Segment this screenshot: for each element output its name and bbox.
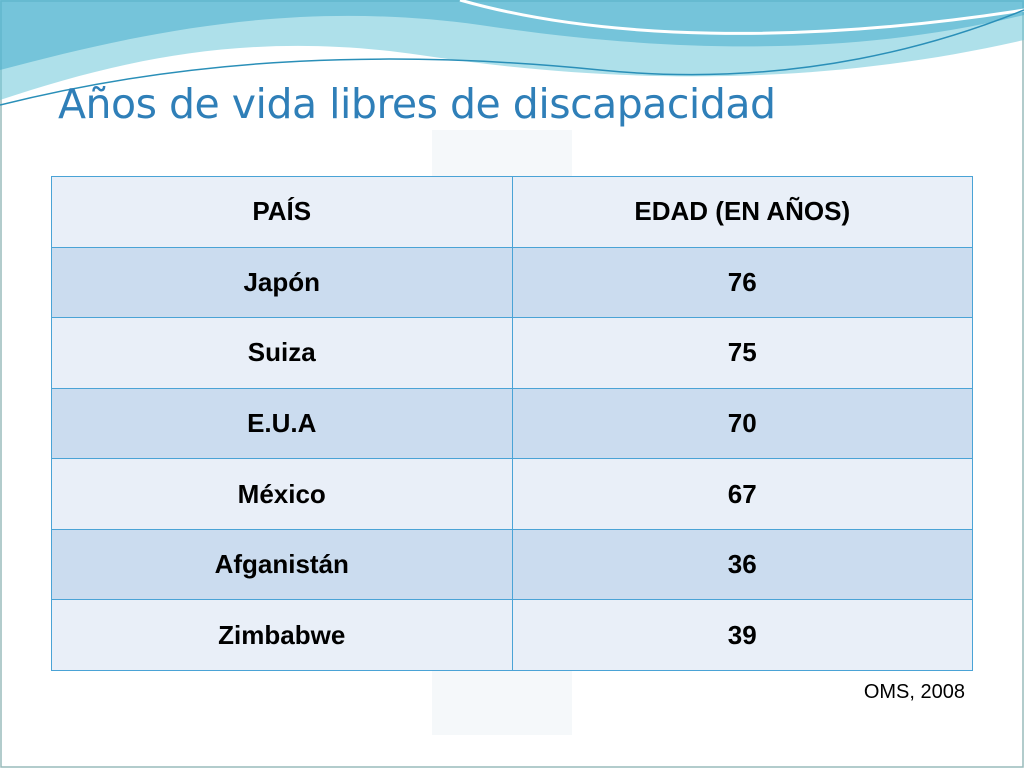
table-cell: Zimbabwe	[51, 599, 513, 671]
table-cell: México	[51, 458, 513, 530]
table-cell: 75	[511, 317, 973, 389]
table-cell: Afganistán	[51, 528, 513, 601]
header-cell: PAÍS	[51, 176, 513, 248]
slide-title: Años de vida libres de discapacidad	[58, 80, 776, 128]
table-row: Suiza 75	[51, 317, 973, 389]
wave	[0, 0, 1024, 70]
table-row: Japón 76	[51, 246, 973, 319]
table-cell: 36	[511, 528, 973, 601]
table-cell: 67	[511, 458, 973, 530]
header-cell: EDAD (EN AÑOS)	[511, 176, 973, 248]
table-cell: Suiza	[51, 317, 513, 389]
header-row: PAÍS EDAD (EN AÑOS)	[51, 176, 973, 248]
table-row: Zimbabwe 39	[51, 599, 973, 671]
data-table: PAÍS EDAD (EN AÑOS) Japón 76 Suiza 75 E.U.A 70 M…	[51, 176, 973, 671]
table-row: Afganistán 36	[51, 528, 973, 601]
table-cell: 39	[511, 599, 973, 671]
table-row: E.U.A 70	[51, 387, 973, 460]
table-cell: E.U.A	[51, 387, 513, 460]
table-row: México 67	[51, 458, 973, 530]
source-note: OMS, 2008	[863, 681, 965, 703]
table-cell: 70	[511, 387, 973, 460]
wave-line	[459, 0, 1024, 35]
table-cell: Japón	[51, 246, 513, 319]
wave-line	[0, 9, 1024, 106]
table-cell: 76	[511, 246, 973, 319]
